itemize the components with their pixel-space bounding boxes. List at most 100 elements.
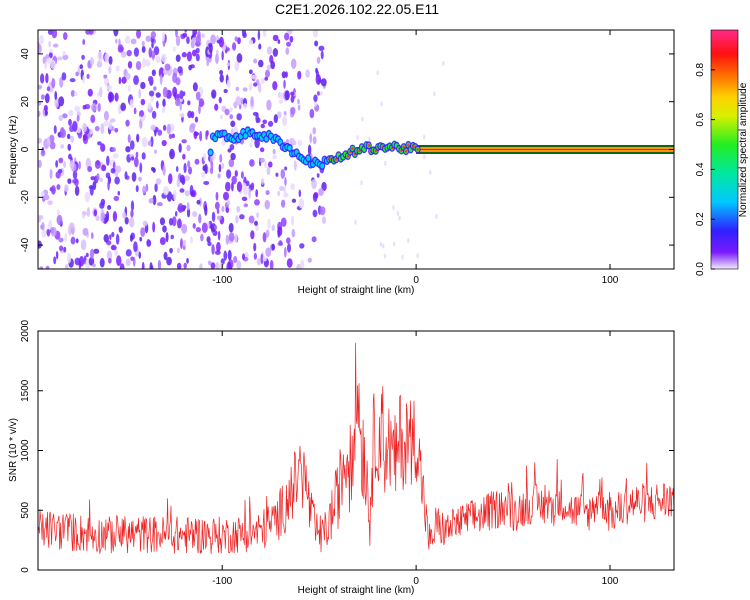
noise-blob (181, 52, 187, 58)
noise-blob (69, 160, 75, 170)
noise-blob (207, 241, 212, 247)
noise-blob (271, 243, 275, 251)
noise-blob (164, 63, 171, 71)
noise-blob (70, 89, 76, 97)
noise-blob (277, 39, 281, 44)
noise-blob (47, 200, 53, 206)
noise-blob (217, 173, 221, 179)
noise-blob (239, 214, 245, 220)
noise-blob (226, 79, 231, 89)
noise-blob (141, 261, 145, 269)
noise-blob (107, 205, 112, 210)
noise-blob (269, 259, 274, 269)
noise-blob (53, 125, 57, 134)
noise-blob (195, 91, 201, 101)
noise-blob (45, 265, 50, 269)
noise-blob (48, 40, 51, 48)
snr-ytick-label: 2000 (20, 319, 31, 342)
noise-blob (66, 133, 71, 140)
noise-blob (242, 87, 248, 92)
noise-blob (211, 89, 217, 99)
noise-blob (108, 66, 112, 74)
noise-blob (183, 262, 188, 269)
noise-blob (435, 213, 438, 219)
snr-ytick-label: 1000 (20, 439, 31, 462)
noise-blob (284, 166, 288, 171)
noise-blob (237, 37, 241, 45)
noise-blob (100, 143, 106, 152)
noise-blob (38, 101, 42, 106)
ridge-blob (306, 155, 311, 161)
noise-blob (250, 96, 254, 107)
noise-blob (223, 250, 228, 261)
noise-blob (166, 256, 172, 266)
ridge-blob (407, 143, 410, 147)
noise-blob (312, 209, 318, 218)
noise-blob (133, 156, 139, 168)
noise-blob (265, 190, 270, 196)
noise-blob (118, 226, 123, 233)
noise-blob (168, 133, 173, 140)
noise-blob (161, 106, 166, 114)
noise-blob (138, 176, 142, 182)
noise-blob (272, 34, 279, 42)
noise-blob (111, 231, 115, 238)
noise-blob (82, 227, 89, 236)
noise-blob (139, 236, 143, 242)
noise-blob (155, 55, 161, 63)
noise-blob (254, 137, 260, 149)
noise-blob (316, 91, 320, 96)
noise-blob (63, 246, 67, 253)
noise-blob (259, 157, 265, 163)
noise-blob (49, 168, 53, 180)
noise-blob (293, 160, 297, 171)
noise-blob (179, 174, 185, 184)
noise-blob (217, 230, 221, 241)
noise-blob (147, 76, 153, 83)
noise-blob (210, 160, 214, 171)
noise-blob (86, 73, 90, 79)
noise-blob (136, 133, 140, 143)
snr-xtick-label: 0 (413, 576, 419, 587)
noise-blob (267, 120, 274, 127)
noise-blob (211, 244, 215, 255)
noise-blob (40, 94, 45, 100)
noise-blob (63, 32, 68, 40)
noise-blob (192, 211, 198, 218)
noise-blob (383, 253, 387, 259)
noise-blob (58, 237, 64, 243)
noise-blob (210, 262, 216, 269)
noise-blob (198, 213, 202, 224)
noise-blob (422, 134, 426, 140)
noise-blob (423, 154, 426, 160)
spectrogram-xtick-label: 0 (413, 275, 419, 286)
noise-blob (115, 38, 118, 44)
noise-blob (82, 134, 87, 141)
noise-blob (286, 243, 292, 253)
colorbar-gradient (710, 29, 739, 270)
noise-blob (75, 71, 79, 77)
noise-blob (141, 136, 148, 148)
noise-blob (258, 59, 264, 68)
noise-blob (131, 172, 137, 182)
noise-blob (291, 228, 296, 238)
noise-blob (272, 80, 278, 91)
noise-blob (272, 148, 276, 155)
noise-blob (50, 185, 56, 195)
noise-blob (99, 86, 103, 98)
noise-blob (205, 130, 208, 141)
noise-blob (51, 78, 56, 89)
noise-blob (40, 149, 46, 157)
noise-blob (54, 90, 58, 100)
noise-blob (236, 53, 243, 63)
noise-blob (429, 169, 432, 175)
noise-blob (236, 181, 243, 193)
noise-blob (290, 58, 297, 69)
noise-blob (124, 216, 129, 225)
noise-blob (41, 221, 45, 231)
noise-blob (122, 211, 127, 219)
noise-blob (184, 190, 190, 197)
noise-blob (74, 178, 79, 187)
noise-blob (256, 258, 261, 266)
